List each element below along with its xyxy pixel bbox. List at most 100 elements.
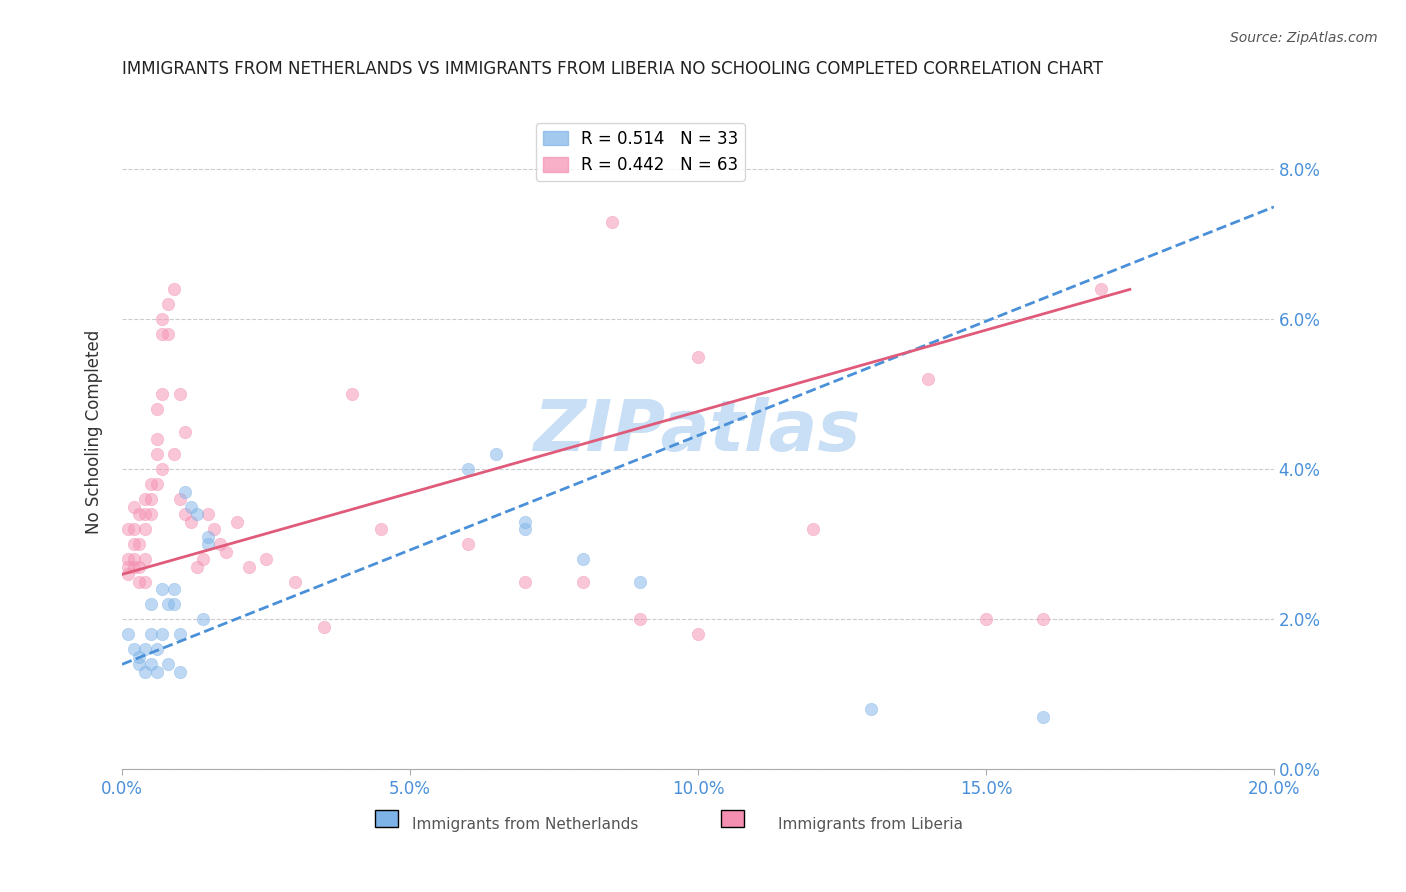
Point	[128, 508, 150, 522]
Point	[370, 522, 392, 536]
Point	[122, 552, 145, 566]
Point	[342, 387, 364, 401]
Point	[859, 702, 882, 716]
Point	[157, 598, 180, 612]
Point	[169, 387, 191, 401]
Point	[150, 462, 173, 476]
Point	[134, 522, 156, 536]
Point	[150, 582, 173, 597]
Point	[202, 522, 225, 536]
Point	[457, 462, 479, 476]
Point	[128, 559, 150, 574]
Point	[163, 447, 186, 461]
Text: Immigrants from Liberia: Immigrants from Liberia	[778, 816, 963, 831]
Point	[197, 508, 219, 522]
Point	[238, 559, 260, 574]
Point	[128, 574, 150, 589]
Point	[122, 642, 145, 657]
Point	[191, 612, 214, 626]
Point	[117, 627, 139, 641]
Point	[571, 552, 593, 566]
Legend: R = 0.514   N = 33, R = 0.442   N = 63: R = 0.514 N = 33, R = 0.442 N = 63	[536, 123, 745, 181]
Point	[157, 297, 180, 311]
Point	[145, 665, 167, 679]
Point	[145, 433, 167, 447]
Point	[134, 492, 156, 507]
Point	[134, 552, 156, 566]
Point	[139, 598, 162, 612]
Point	[139, 492, 162, 507]
Point	[122, 559, 145, 574]
Point	[1032, 710, 1054, 724]
Point	[139, 477, 162, 491]
Point	[122, 500, 145, 514]
Text: IMMIGRANTS FROM NETHERLANDS VS IMMIGRANTS FROM LIBERIA NO SCHOOLING COMPLETED CO: IMMIGRANTS FROM NETHERLANDS VS IMMIGRANT…	[122, 60, 1104, 78]
Point	[571, 574, 593, 589]
Y-axis label: No Schooling Completed: No Schooling Completed	[86, 330, 103, 534]
Point	[485, 447, 508, 461]
Point	[163, 598, 186, 612]
Point	[197, 537, 219, 551]
Point	[515, 522, 537, 536]
Point	[117, 552, 139, 566]
Point	[117, 567, 139, 582]
Point	[150, 327, 173, 342]
Point	[174, 425, 197, 439]
FancyBboxPatch shape	[721, 810, 744, 827]
Point	[686, 627, 709, 641]
Point	[122, 522, 145, 536]
Point	[145, 642, 167, 657]
Point	[917, 372, 939, 386]
Point	[163, 282, 186, 296]
Point	[174, 484, 197, 499]
Point	[180, 515, 202, 529]
Point	[312, 620, 335, 634]
Point	[191, 552, 214, 566]
Text: ZIPatlas: ZIPatlas	[534, 397, 862, 467]
Point	[128, 649, 150, 664]
Point	[180, 500, 202, 514]
Point	[145, 402, 167, 417]
Point	[515, 574, 537, 589]
Point	[150, 627, 173, 641]
Point	[122, 537, 145, 551]
Point	[157, 657, 180, 672]
Point	[457, 537, 479, 551]
Point	[139, 627, 162, 641]
Point	[145, 477, 167, 491]
Point	[1090, 282, 1112, 296]
Point	[150, 312, 173, 326]
Point	[134, 665, 156, 679]
Point	[515, 515, 537, 529]
Point	[128, 657, 150, 672]
Point	[139, 657, 162, 672]
Point	[117, 559, 139, 574]
Point	[628, 612, 651, 626]
Point	[139, 508, 162, 522]
Text: Immigrants from Netherlands: Immigrants from Netherlands	[412, 816, 638, 831]
Point	[169, 665, 191, 679]
Point	[145, 447, 167, 461]
Point	[686, 350, 709, 364]
Point	[186, 508, 208, 522]
Point	[974, 612, 997, 626]
Point	[150, 387, 173, 401]
Point	[134, 508, 156, 522]
Point	[128, 537, 150, 551]
Point	[628, 574, 651, 589]
Point	[284, 574, 307, 589]
Point	[186, 559, 208, 574]
Point	[801, 522, 824, 536]
Point	[254, 552, 277, 566]
Point	[134, 642, 156, 657]
Point	[157, 327, 180, 342]
Point	[208, 537, 231, 551]
Text: Source: ZipAtlas.com: Source: ZipAtlas.com	[1230, 31, 1378, 45]
FancyBboxPatch shape	[375, 810, 398, 827]
Point	[1032, 612, 1054, 626]
Point	[169, 627, 191, 641]
Point	[215, 545, 238, 559]
Point	[226, 515, 249, 529]
Point	[174, 508, 197, 522]
Point	[117, 522, 139, 536]
